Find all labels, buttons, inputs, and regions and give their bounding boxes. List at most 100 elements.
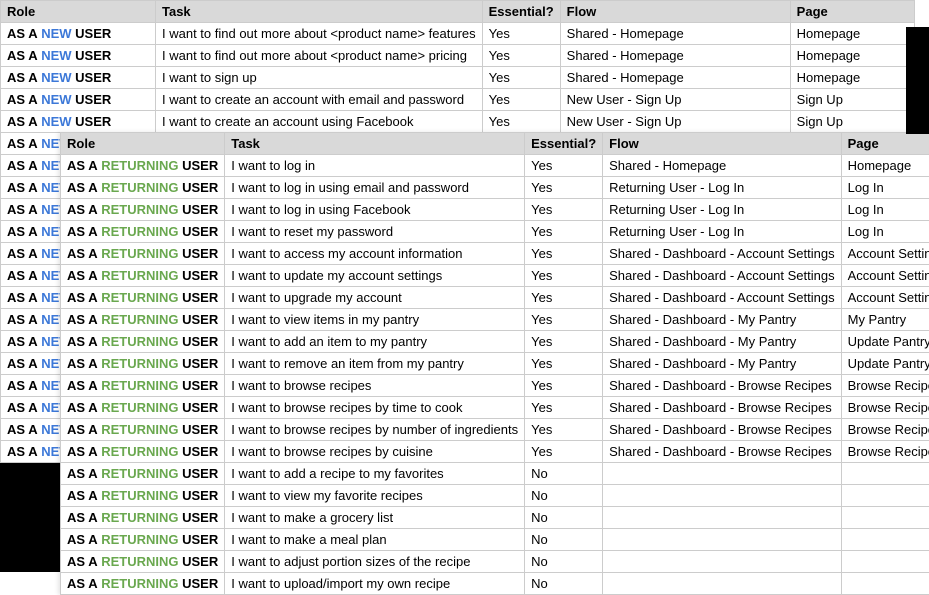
essential-cell: Yes	[525, 441, 603, 463]
flow-cell: Shared - Dashboard - My Pantry	[603, 309, 841, 331]
role-suffix: USER	[182, 246, 218, 261]
table-row: AS A RETURNING USERI want to browse reci…	[61, 419, 929, 441]
col-role: Role	[1, 1, 156, 23]
role-cell: AS A RETURNING USER	[61, 529, 225, 551]
task-cell: I want to browse recipes	[225, 375, 525, 397]
role-prefix: AS A	[67, 510, 98, 525]
role-cell: AS A RETURNING USER	[61, 485, 225, 507]
essential-cell: Yes	[525, 221, 603, 243]
essential-cell: Yes	[482, 89, 560, 111]
flow-cell: Returning User - Log In	[603, 177, 841, 199]
table-row: AS A RETURNING USERI want to log inYesSh…	[61, 155, 929, 177]
flow-cell	[603, 463, 841, 485]
role-prefix: AS A	[67, 400, 98, 415]
role-cell: AS A RETURNING USER	[61, 397, 225, 419]
essential-cell: No	[525, 573, 603, 595]
role-type: RETURNING	[101, 356, 178, 371]
page-cell	[841, 573, 929, 595]
page-cell: Browse Recipes	[841, 441, 929, 463]
role-prefix: AS A	[7, 290, 38, 305]
flow-cell: Shared - Dashboard - Account Settings	[603, 265, 841, 287]
black-strip-left	[0, 460, 60, 572]
essential-cell: Yes	[525, 309, 603, 331]
table-row: AS A RETURNING USERI want to log in usin…	[61, 199, 929, 221]
table-row: AS A RETURNING USERI want to browse reci…	[61, 397, 929, 419]
role-type: RETURNING	[101, 158, 178, 173]
role-type: RETURNING	[101, 532, 178, 547]
role-cell: AS A RETURNING USER	[61, 221, 225, 243]
role-suffix: USER	[182, 356, 218, 371]
flow-cell: Returning User - Log In	[603, 199, 841, 221]
table-row: AS A NEW USERI want to create an account…	[1, 89, 915, 111]
essential-cell: Yes	[525, 419, 603, 441]
essential-cell: Yes	[525, 265, 603, 287]
role-type: RETURNING	[101, 466, 178, 481]
role-prefix: AS A	[67, 180, 98, 195]
task-cell: I want to upload/import my own recipe	[225, 573, 525, 595]
role-type: RETURNING	[101, 246, 178, 261]
col-role: Role	[61, 133, 225, 155]
flow-cell: Shared - Dashboard - Browse Recipes	[603, 419, 841, 441]
table-row: AS A RETURNING USERI want to access my a…	[61, 243, 929, 265]
table-row: AS A RETURNING USERI want to add an item…	[61, 331, 929, 353]
task-cell: I want to adjust portion sizes of the re…	[225, 551, 525, 573]
role-cell: AS A NEW USER	[1, 89, 156, 111]
essential-cell: No	[525, 507, 603, 529]
flow-cell	[603, 507, 841, 529]
essential-cell: No	[525, 551, 603, 573]
role-prefix: AS A	[7, 268, 38, 283]
page-cell: Homepage	[841, 155, 929, 177]
col-task: Task	[225, 133, 525, 155]
table-row: AS A RETURNING USERI want to add a recip…	[61, 463, 929, 485]
page-cell: Homepage	[790, 23, 914, 45]
role-suffix: USER	[75, 48, 111, 63]
page-cell: Account Settings	[841, 243, 929, 265]
role-prefix: AS A	[7, 136, 38, 151]
table-row: AS A RETURNING USERI want to view items …	[61, 309, 929, 331]
flow-cell: Shared - Homepage	[560, 23, 790, 45]
task-cell: I want to make a meal plan	[225, 529, 525, 551]
task-cell: I want to browse recipes by time to cook	[225, 397, 525, 419]
essential-cell: Yes	[525, 375, 603, 397]
role-suffix: USER	[75, 114, 111, 129]
flow-cell: Shared - Dashboard - My Pantry	[603, 331, 841, 353]
role-prefix: AS A	[7, 114, 38, 129]
flow-cell: Shared - Homepage	[603, 155, 841, 177]
role-prefix: AS A	[67, 334, 98, 349]
role-prefix: AS A	[67, 576, 98, 591]
role-type: RETURNING	[101, 554, 178, 569]
flow-cell: Returning User - Log In	[603, 221, 841, 243]
task-cell: I want to log in using Facebook	[225, 199, 525, 221]
task-cell: I want to add an item to my pantry	[225, 331, 525, 353]
page-cell: Browse Recipes	[841, 375, 929, 397]
role-prefix: AS A	[67, 246, 98, 261]
role-prefix: AS A	[7, 422, 38, 437]
role-type: RETURNING	[101, 180, 178, 195]
role-cell: AS A NEW USER	[1, 111, 156, 133]
flow-cell: New User - Sign Up	[560, 89, 790, 111]
task-cell: I want to remove an item from my pantry	[225, 353, 525, 375]
essential-cell: No	[525, 463, 603, 485]
role-cell: AS A RETURNING USER	[61, 573, 225, 595]
essential-cell: No	[525, 529, 603, 551]
role-suffix: USER	[182, 202, 218, 217]
page-cell: Log In	[841, 221, 929, 243]
col-essential: Essential?	[482, 1, 560, 23]
essential-cell: Yes	[525, 177, 603, 199]
essential-cell: Yes	[525, 331, 603, 353]
task-cell: I want to upgrade my account	[225, 287, 525, 309]
role-suffix: USER	[182, 312, 218, 327]
role-cell: AS A RETURNING USER	[61, 463, 225, 485]
role-prefix: AS A	[67, 422, 98, 437]
table-row: AS A RETURNING USERI want to browse reci…	[61, 441, 929, 463]
table-header-row: Role Task Essential? Flow Page	[1, 1, 915, 23]
role-prefix: AS A	[67, 532, 98, 547]
role-prefix: AS A	[7, 180, 38, 195]
role-cell: AS A NEW USER	[1, 67, 156, 89]
task-cell: I want to log in	[225, 155, 525, 177]
flow-cell: Shared - Dashboard - Browse Recipes	[603, 441, 841, 463]
role-prefix: AS A	[7, 26, 38, 41]
table-row: AS A RETURNING USERI want to upgrade my …	[61, 287, 929, 309]
page-cell: Sign Up	[790, 111, 914, 133]
role-prefix: AS A	[7, 92, 38, 107]
